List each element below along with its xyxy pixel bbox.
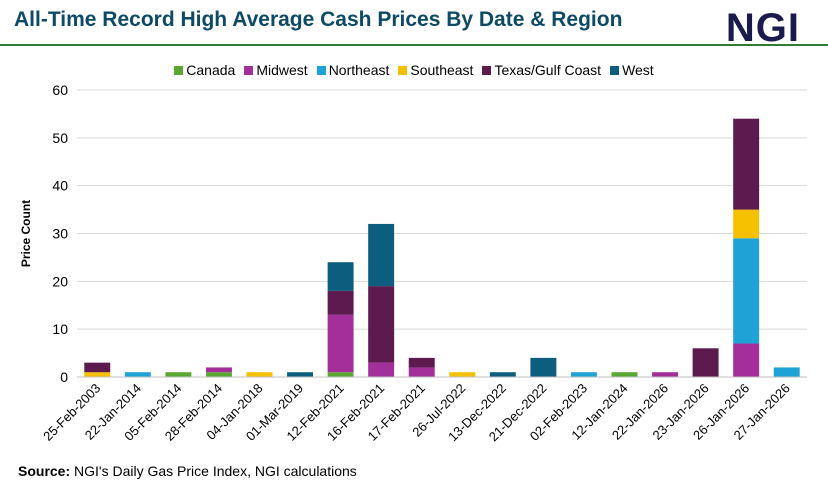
legend-item-southeast: Southeast — [398, 62, 473, 78]
y-axis-title: Price Count — [19, 200, 33, 267]
bar-west-13-dec-2022 — [489, 372, 516, 377]
bar-west-12-feb-2021 — [327, 262, 354, 291]
legend-swatch-canada — [174, 65, 184, 75]
bar-southeast-04-jan-2018 — [246, 372, 273, 377]
bar-canada-12-feb-2021 — [327, 372, 354, 377]
chart-legend: Canada Midwest Northeast Southeast Texas/Gul… — [0, 62, 828, 78]
ngi-logo: NGI — [725, 6, 800, 50]
legend-item-texas-gulf-coast: Texas/Gulf Coast — [482, 62, 601, 78]
source-note: Source: NGI's Daily Gas Price Index, NGI… — [18, 463, 357, 479]
bar-texas-gulf-coast-25-feb-2003 — [84, 362, 111, 373]
legend-item-canada: Canada — [174, 62, 235, 78]
bar-midwest-28-feb-2014 — [205, 367, 232, 373]
legend-swatch-west — [610, 65, 620, 75]
bar-northeast-02-feb-2023 — [570, 372, 597, 377]
legend-swatch-southeast — [398, 65, 408, 75]
bar-texas-gulf-coast-17-feb-2021 — [408, 357, 435, 368]
legend-swatch-northeast — [316, 65, 326, 75]
y-tick-label: 30 — [52, 226, 68, 242]
bar-canada-05-feb-2014 — [165, 372, 192, 377]
bar-midwest-16-feb-2021 — [368, 362, 395, 377]
bar-midwest-22-jan-2026 — [652, 372, 679, 377]
title-divider — [0, 44, 828, 46]
bar-texas-gulf-coast-12-feb-2021 — [327, 290, 354, 315]
legend-label-west: West — [622, 62, 654, 78]
bar-southeast-25-feb-2003 — [84, 372, 111, 377]
bar-northeast-22-jan-2014 — [124, 372, 151, 377]
bar-canada-12-jan-2024 — [611, 372, 638, 377]
y-tick-label: 50 — [52, 130, 68, 146]
source-label: Source: — [18, 463, 71, 479]
bar-west-21-dec-2022 — [530, 357, 557, 377]
y-tick-label: 0 — [60, 369, 68, 385]
legend-label-northeast: Northeast — [328, 62, 390, 78]
source-text: NGI's Daily Gas Price Index, NGI calcula… — [74, 463, 357, 479]
bar-northeast-26-jan-2026 — [733, 238, 760, 344]
bar-southeast-26-jan-2026 — [733, 209, 760, 239]
bar-canada-28-feb-2014 — [205, 372, 232, 377]
bar-texas-gulf-coast-23-jan-2026 — [692, 348, 719, 377]
bar-midwest-26-jan-2026 — [733, 343, 760, 377]
bar-northeast-27-jan-2026 — [773, 367, 800, 377]
y-tick-label: 20 — [52, 273, 68, 289]
bar-southeast-26-jul-2022 — [449, 372, 476, 377]
y-tick-label: 40 — [52, 178, 68, 194]
legend-label-canada: Canada — [186, 62, 236, 78]
bar-west-01-mar-2019 — [287, 372, 314, 377]
legend-swatch-midwest — [244, 65, 254, 75]
legend-swatch-texas-gulf-coast — [482, 65, 492, 75]
bar-texas-gulf-coast-26-jan-2026 — [733, 118, 760, 210]
bar-midwest-17-feb-2021 — [408, 367, 435, 377]
y-tick-label: 60 — [52, 82, 68, 98]
bar-west-16-feb-2021 — [368, 223, 395, 287]
y-tick-label: 10 — [52, 321, 68, 337]
chart-title: All-Time Record High Average Cash Prices… — [14, 8, 623, 31]
legend-item-northeast: Northeast — [316, 62, 390, 78]
legend-label-southeast: Southeast — [410, 62, 474, 78]
bar-midwest-12-feb-2021 — [327, 314, 354, 373]
legend-item-west: West — [610, 62, 654, 78]
legend-item-midwest: Midwest — [244, 62, 308, 78]
legend-label-midwest: Midwest — [256, 62, 308, 78]
bar-texas-gulf-coast-16-feb-2021 — [368, 286, 395, 363]
legend-label-texas-gulf-coast: Texas/Gulf Coast — [494, 62, 602, 78]
